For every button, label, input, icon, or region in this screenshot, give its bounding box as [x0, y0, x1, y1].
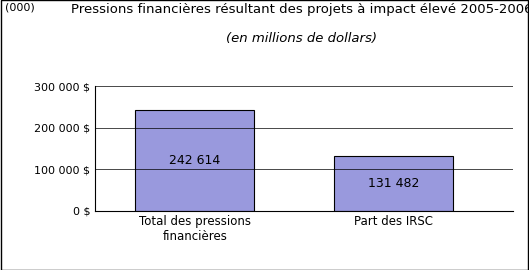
Text: (000): (000) — [5, 3, 35, 13]
Text: 131 482: 131 482 — [368, 177, 419, 190]
Text: 242 614: 242 614 — [169, 154, 221, 167]
Text: Pressions financières résultant des projets à impact élevé 2005-2006: Pressions financières résultant des proj… — [71, 3, 529, 16]
Text: (en millions de dollars): (en millions de dollars) — [226, 32, 377, 45]
Bar — [334, 156, 453, 211]
Bar — [135, 110, 254, 211]
